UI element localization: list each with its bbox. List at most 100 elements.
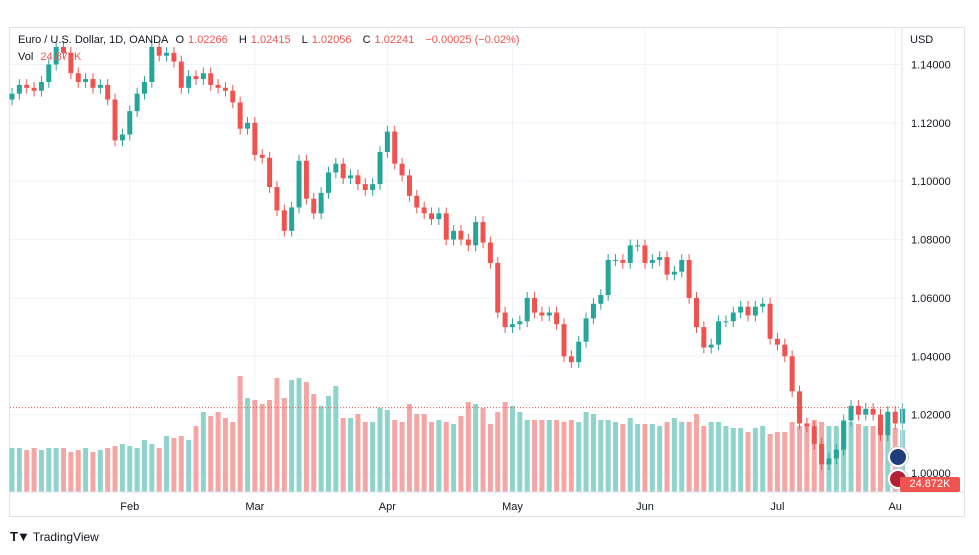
candle-body xyxy=(870,408,876,415)
y-tick-label: 1.04000 xyxy=(911,351,951,363)
candle-body xyxy=(200,73,206,80)
candle-body xyxy=(642,245,648,263)
volume-bar xyxy=(392,420,398,492)
volume-bar xyxy=(112,446,118,492)
vol-label: Vol xyxy=(18,51,34,63)
candle-body xyxy=(134,93,140,112)
candle-body xyxy=(833,449,839,459)
volume-bar xyxy=(281,398,287,492)
price-change: −0.00025 (−0.02%) xyxy=(425,34,520,46)
candle-body xyxy=(75,73,81,82)
candle-body xyxy=(480,222,486,243)
volume-bar xyxy=(9,448,15,492)
candle-body xyxy=(68,52,74,74)
candle-body xyxy=(774,338,780,345)
candle-body xyxy=(178,61,184,88)
volume-bar xyxy=(274,378,280,492)
volume-bar xyxy=(149,444,155,492)
volume-bar xyxy=(267,400,273,492)
volume-bar xyxy=(348,418,354,492)
candle-body xyxy=(164,52,170,56)
eu-flag-icon[interactable] xyxy=(888,447,908,467)
candle-body xyxy=(230,90,236,103)
volume-bar xyxy=(480,408,486,492)
candle-body xyxy=(701,327,707,348)
volume-bar xyxy=(215,412,221,492)
volume-bar xyxy=(502,402,508,492)
volume-bar xyxy=(68,452,74,492)
x-axis-ticks: Feb Mar Apr May Jun Jul Au xyxy=(120,501,902,513)
candle-body xyxy=(568,356,574,363)
price-candles xyxy=(9,41,906,471)
candle-body xyxy=(811,426,817,444)
candle-body xyxy=(443,213,449,240)
volume-bar xyxy=(627,418,633,492)
candle-body xyxy=(296,160,302,208)
volume-bar xyxy=(701,426,707,492)
candle-body xyxy=(745,306,751,316)
candle-body xyxy=(723,321,729,323)
volume-bar xyxy=(863,426,869,492)
volume-bar xyxy=(760,426,766,492)
volume-bar xyxy=(451,424,457,492)
candle-body xyxy=(561,324,567,357)
candle-body xyxy=(679,260,685,272)
y-tick-label: 1.12000 xyxy=(911,118,951,130)
footer-brand[interactable]: T▼ TradingView xyxy=(10,529,99,544)
volume-bar xyxy=(178,436,184,492)
candle-body xyxy=(348,175,354,179)
candle-body xyxy=(671,271,677,275)
candle-body xyxy=(325,172,331,193)
candle-body xyxy=(738,306,744,313)
candle-body xyxy=(613,260,619,261)
volume-bar xyxy=(664,422,670,492)
candle-body xyxy=(303,160,309,199)
candle-body xyxy=(414,195,420,208)
candle-body xyxy=(465,239,471,246)
candle-body xyxy=(524,297,530,322)
candle-body xyxy=(627,245,633,263)
volume-bar xyxy=(848,422,854,492)
volume-bar xyxy=(774,432,780,492)
volume-bar xyxy=(546,420,552,492)
volume-bar xyxy=(134,448,140,492)
candle-body xyxy=(222,87,228,91)
candle-body xyxy=(429,213,435,220)
volume-bar xyxy=(171,438,177,492)
volume-bar xyxy=(811,420,817,492)
candle-body xyxy=(149,46,155,82)
volume-bar xyxy=(509,406,515,492)
currency-label: USD xyxy=(910,34,934,46)
volume-bar xyxy=(598,420,604,492)
candle-body xyxy=(693,297,699,328)
candle-body xyxy=(620,260,626,263)
candle-body xyxy=(38,81,44,91)
volume-bar xyxy=(303,382,309,492)
volume-bar xyxy=(333,386,339,492)
candle-body xyxy=(863,408,869,415)
candle-body xyxy=(245,122,251,129)
volume-bar xyxy=(495,412,501,492)
volume-bar xyxy=(259,404,265,492)
volume-bar xyxy=(730,428,736,492)
volume-bar xyxy=(141,440,147,492)
volume-bar xyxy=(804,426,810,492)
candle-body xyxy=(208,73,214,85)
volume-bar xyxy=(487,424,493,492)
grid-lines xyxy=(10,28,902,492)
ohlc-close: C 1.02241 xyxy=(362,34,415,46)
volume-bar xyxy=(465,402,471,492)
volume-bar xyxy=(311,394,317,492)
candle-body xyxy=(141,81,147,94)
candle-body xyxy=(546,312,552,316)
ohlc-low: L 1.02056 xyxy=(301,34,352,46)
volume-bar xyxy=(797,426,803,492)
x-tick-label: Mar xyxy=(245,501,264,513)
volume-bar xyxy=(657,426,663,492)
candle-body xyxy=(215,84,221,88)
candle-body xyxy=(112,99,118,141)
volume-bar xyxy=(745,432,751,492)
candle-body xyxy=(605,260,611,296)
y-tick-label: 1.08000 xyxy=(911,235,951,247)
